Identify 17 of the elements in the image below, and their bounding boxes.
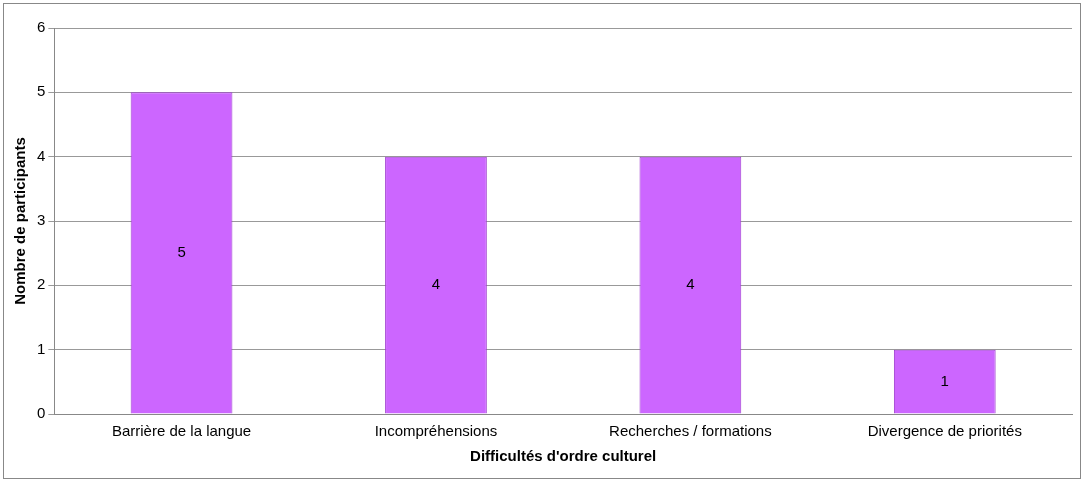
data-label: 1: [940, 371, 949, 389]
y-tick-label: 6: [37, 18, 46, 36]
y-axis-title: Nombre de participants: [11, 137, 29, 305]
y-tick-label: 1: [37, 339, 46, 357]
y-tick-label: 5: [37, 82, 46, 100]
x-tick-label: Divergence de priorités: [867, 422, 1022, 440]
y-tick-label: 4: [37, 146, 46, 164]
x-tick-label: Incompréhensions: [374, 422, 498, 440]
data-label: 4: [431, 275, 441, 293]
y-tick-label: 0: [37, 404, 46, 422]
data-label: 5: [177, 243, 186, 261]
x-axis-title: Difficultés d'ordre culturel: [470, 447, 657, 465]
data-label: 4: [686, 275, 695, 293]
x-tick-label: Recherches / formations: [609, 422, 772, 440]
x-tick-label: Barrière de la langue: [111, 422, 252, 440]
y-tick-label: 2: [37, 275, 46, 293]
y-tick-label: 3: [37, 211, 46, 229]
